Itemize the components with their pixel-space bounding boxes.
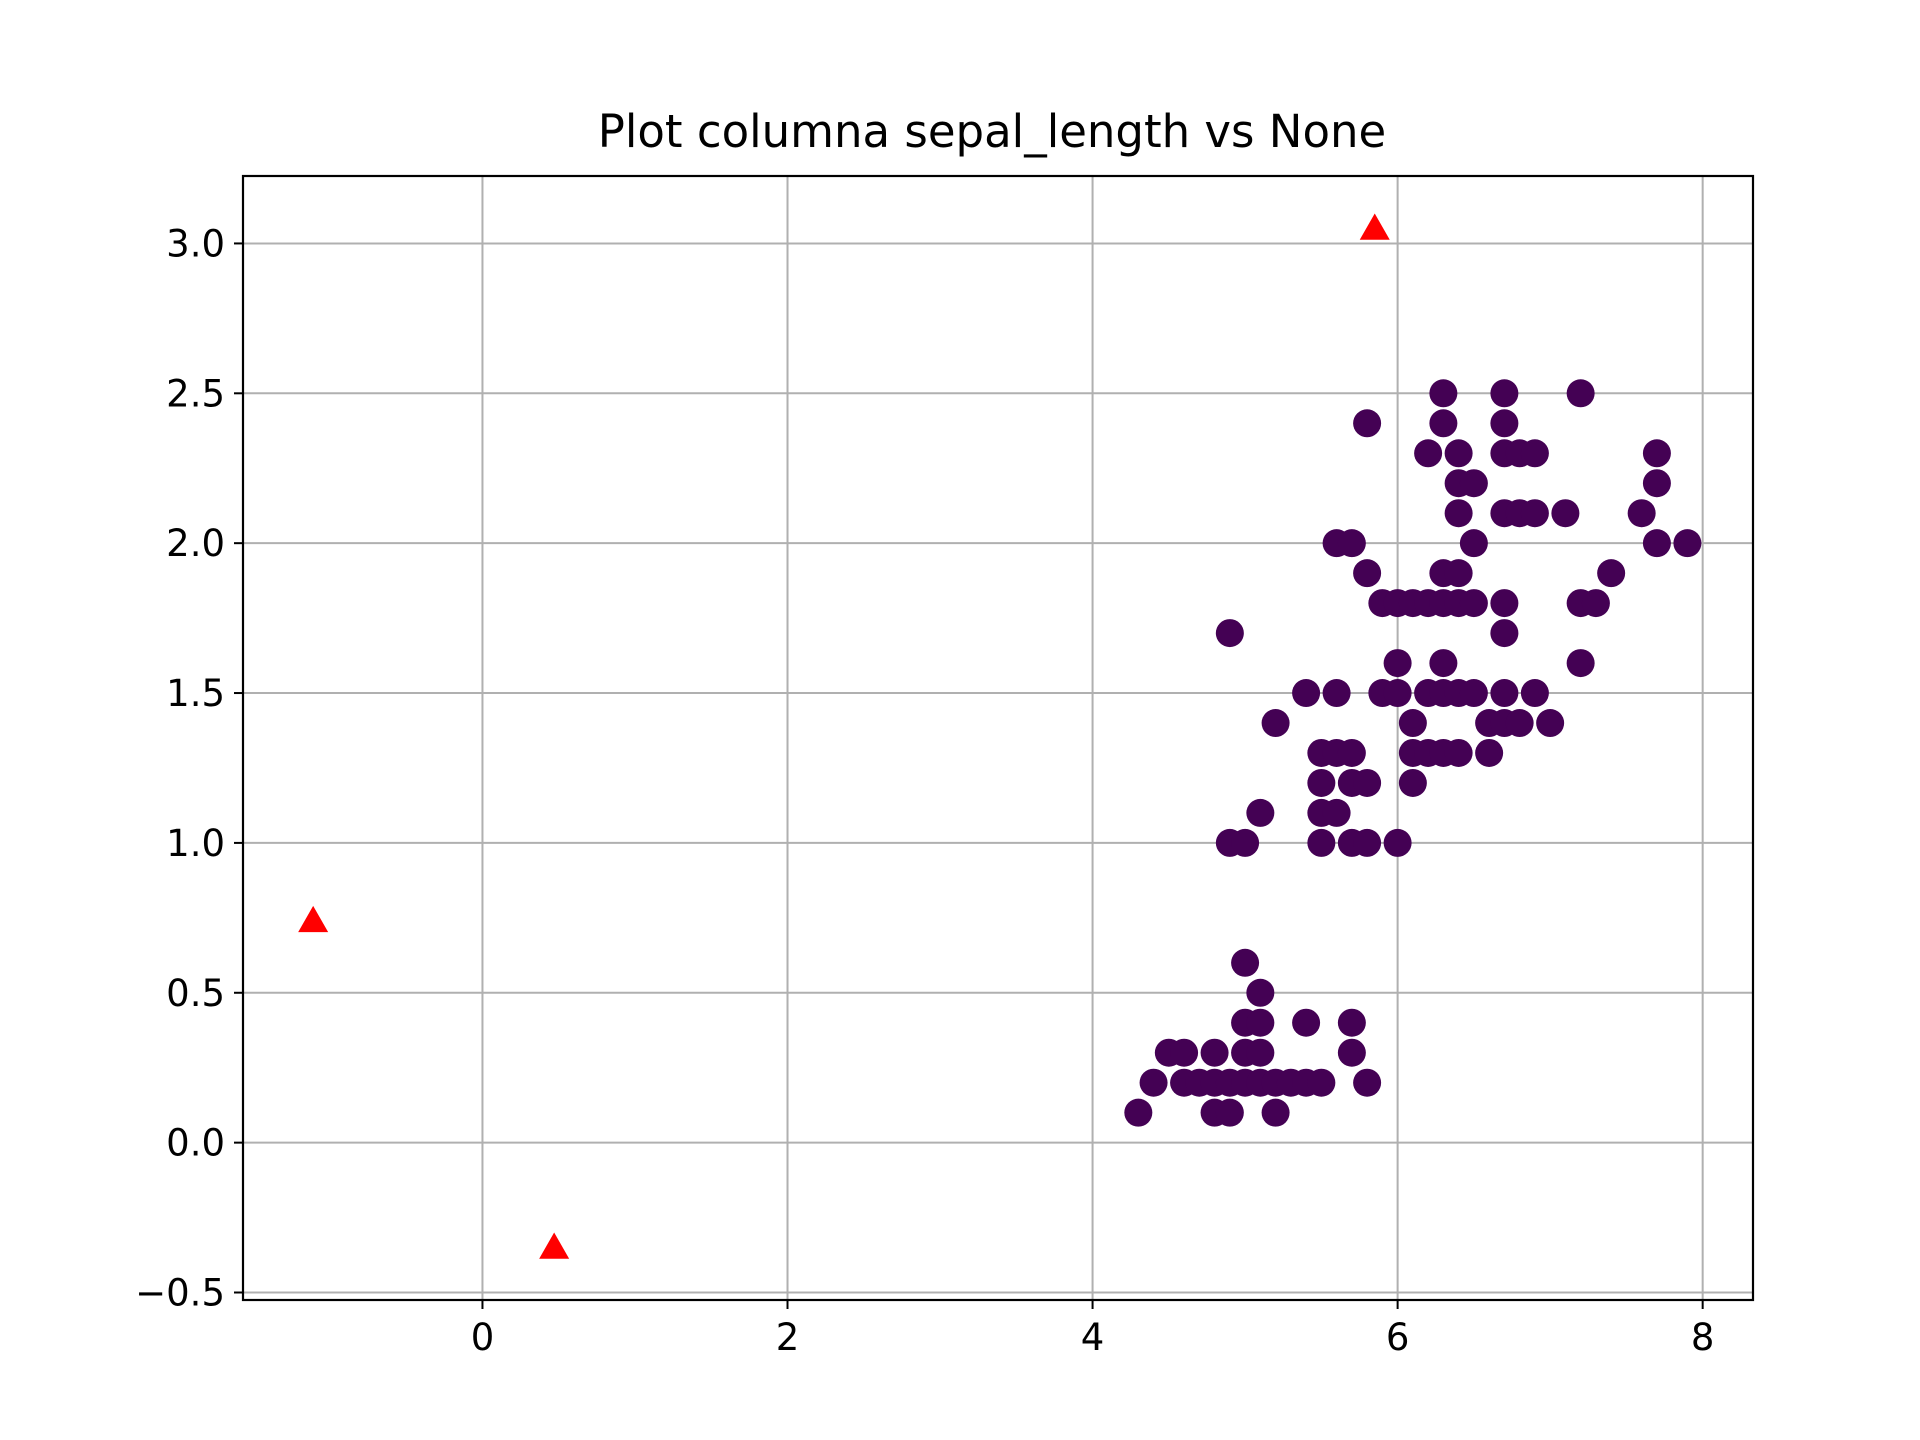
data-point	[1490, 619, 1519, 648]
data-point	[1444, 499, 1473, 528]
data-point	[1459, 679, 1488, 708]
data-point-triangle	[298, 905, 329, 933]
data-point	[1337, 738, 1366, 767]
data-point	[1307, 828, 1336, 857]
data-point	[1597, 559, 1626, 588]
data-point	[1581, 589, 1610, 618]
data-point	[1566, 649, 1595, 678]
data-point	[1200, 1038, 1229, 1067]
data-point	[1551, 499, 1580, 528]
data-point	[1353, 1068, 1382, 1097]
y-tick-label: 2.0	[166, 522, 225, 565]
plot-frame	[241, 174, 1755, 1302]
data-point	[1642, 529, 1671, 558]
data-point	[1353, 768, 1382, 797]
y-tick-label: 0.0	[166, 1122, 225, 1165]
y-tick-label: 2.5	[166, 372, 225, 415]
data-point	[1459, 529, 1488, 558]
data-point	[1124, 1098, 1153, 1127]
data-point	[1429, 649, 1458, 678]
y-tick-label: 1.0	[166, 822, 225, 865]
data-point	[1353, 409, 1382, 438]
data-point	[1520, 679, 1549, 708]
data-point	[1383, 828, 1412, 857]
data-point	[1459, 469, 1488, 498]
data-point	[1292, 679, 1321, 708]
y-tick-label: 1.5	[166, 672, 225, 715]
data-point	[1337, 529, 1366, 558]
data-point	[1459, 589, 1488, 618]
data-point	[1383, 649, 1412, 678]
data-point	[1170, 1038, 1199, 1067]
data-point	[1246, 1038, 1275, 1067]
data-point	[1444, 559, 1473, 588]
data-point	[1520, 439, 1549, 468]
data-point	[1322, 798, 1351, 827]
data-points	[298, 213, 1702, 1259]
data-point	[1490, 379, 1519, 408]
data-point	[1627, 499, 1656, 528]
x-tick-label: 6	[1386, 1316, 1410, 1359]
data-point	[1490, 589, 1519, 618]
data-point	[1566, 379, 1595, 408]
data-point	[1642, 439, 1671, 468]
data-point	[1383, 679, 1412, 708]
data-point	[1215, 619, 1244, 648]
data-point	[1673, 529, 1702, 558]
data-point	[1246, 798, 1275, 827]
data-point	[1292, 1008, 1321, 1037]
data-point	[1414, 439, 1443, 468]
data-point	[1337, 1038, 1366, 1067]
data-point	[1322, 679, 1351, 708]
data-point	[1307, 1068, 1336, 1097]
data-point	[1353, 559, 1382, 588]
data-point	[1353, 828, 1382, 857]
data-point	[1444, 738, 1473, 767]
data-point	[1231, 948, 1260, 977]
data-point	[1215, 1098, 1244, 1127]
axis-ticks: 0 2 4 6 8 −0.5 0.0 0.5 1.0 1.5 2.0 2.5 3.0	[135, 222, 1714, 1359]
data-point	[1505, 709, 1534, 738]
chart-title: Plot columna sepal_length vs None	[598, 105, 1386, 158]
x-tick-label: 0	[471, 1316, 495, 1359]
data-point	[1444, 439, 1473, 468]
data-point	[1246, 978, 1275, 1007]
data-point	[1139, 1068, 1168, 1097]
x-tick-label: 8	[1691, 1316, 1715, 1359]
y-tick-label: −0.5	[135, 1272, 225, 1315]
data-point	[1520, 499, 1549, 528]
data-point	[1398, 768, 1427, 797]
data-point	[1261, 709, 1290, 738]
y-tick-label: 0.5	[166, 972, 225, 1015]
x-tick-label: 2	[776, 1316, 800, 1359]
data-point	[1231, 828, 1260, 857]
data-point	[1398, 709, 1427, 738]
data-point	[1490, 679, 1519, 708]
y-tick-label: 3.0	[166, 222, 225, 265]
x-tick-label: 4	[1081, 1316, 1105, 1359]
data-point	[1490, 409, 1519, 438]
data-point	[1337, 1008, 1366, 1037]
data-point	[1475, 738, 1504, 767]
data-point	[1642, 469, 1671, 498]
data-point	[1429, 379, 1458, 408]
data-point-triangle	[1359, 213, 1390, 240]
data-point	[1246, 1008, 1275, 1037]
data-point	[1261, 1098, 1290, 1127]
data-point	[1429, 409, 1458, 438]
data-point-triangle	[539, 1232, 570, 1259]
data-point	[1307, 768, 1336, 797]
data-point	[1536, 709, 1565, 738]
